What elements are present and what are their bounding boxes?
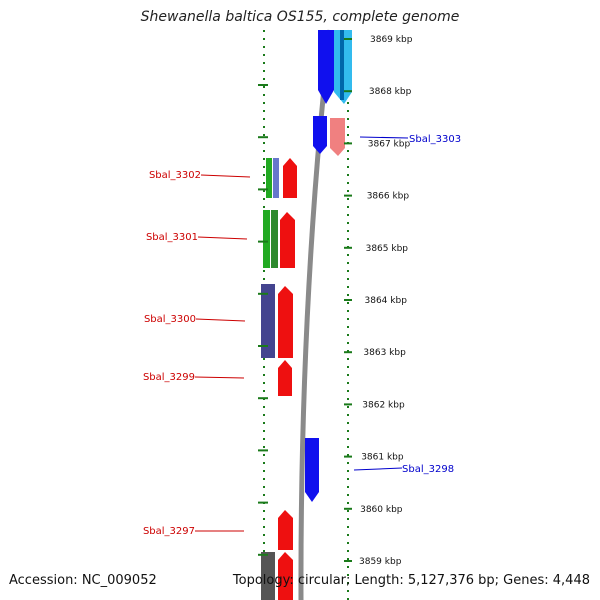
scale-label: 3865 kbp [366,244,409,254]
leader-sbal-3301 [197,236,248,240]
scale-label: 3862 kbp [362,400,405,410]
scale-label: 3861 kbp [361,453,404,463]
gene-label-sbal-3297[interactable]: Sbal_3297 [143,526,195,537]
gene-sbal-3301-block[interactable] [263,210,295,268]
leader-sbal-3299 [194,376,245,379]
gene-upper-forward[interactable] [318,30,352,104]
scale-label: 3866 kbp [367,192,410,202]
gene-sbal-3300-block[interactable] [261,284,293,358]
leader-sbal-3303 [359,136,409,139]
gene-sbal-3297-block[interactable] [261,510,293,600]
scale-label: 3868 kbp [369,87,412,97]
scale-label: 3859 kbp [359,557,402,567]
leader-sbal-3300 [195,318,246,322]
gene-sbal-3302-block[interactable] [266,158,297,198]
gene-label-sbal-3300[interactable]: Sbal_3300 [144,314,196,325]
gene-label-sbal-3302[interactable]: Sbal_3302 [149,170,201,181]
scale-label: 3863 kbp [363,348,406,358]
page-title: Shewanella baltica OS155, complete genom… [140,9,460,25]
gene-sbal-3303-block[interactable] [313,116,345,156]
scale-label: 3867 kbp [368,139,411,149]
scale-label: 3864 kbp [365,296,408,306]
scale-labels: 3869 kbp 3868 kbp 3867 kbp 3866 kbp 3865 kbp… [359,35,413,567]
scale-ticks [258,38,352,562]
genome-summary-text: Topology: circular; Length: 5,127,376 bp… [232,573,590,588]
gene-label-sbal-3298[interactable]: Sbal_3298 [402,464,454,475]
accession-text: Accession: NC_009052 [9,573,157,588]
leader-sbal-3302 [200,174,251,178]
genome-backbone [298,29,333,600]
gene-sbal-3299-block[interactable] [278,360,292,396]
gene-sbal-3298-block[interactable] [305,438,319,502]
scale-label: 3860 kbp [360,505,403,515]
gene-label-sbal-3299[interactable]: Sbal_3299 [143,372,195,383]
scale-label: 3869 kbp [370,35,413,45]
gene-label-sbal-3303[interactable]: Sbal_3303 [409,134,461,145]
leader-sbal-3298 [353,467,403,471]
gene-label-sbal-3301[interactable]: Sbal_3301 [146,232,198,243]
gene-label-lines [194,136,409,532]
